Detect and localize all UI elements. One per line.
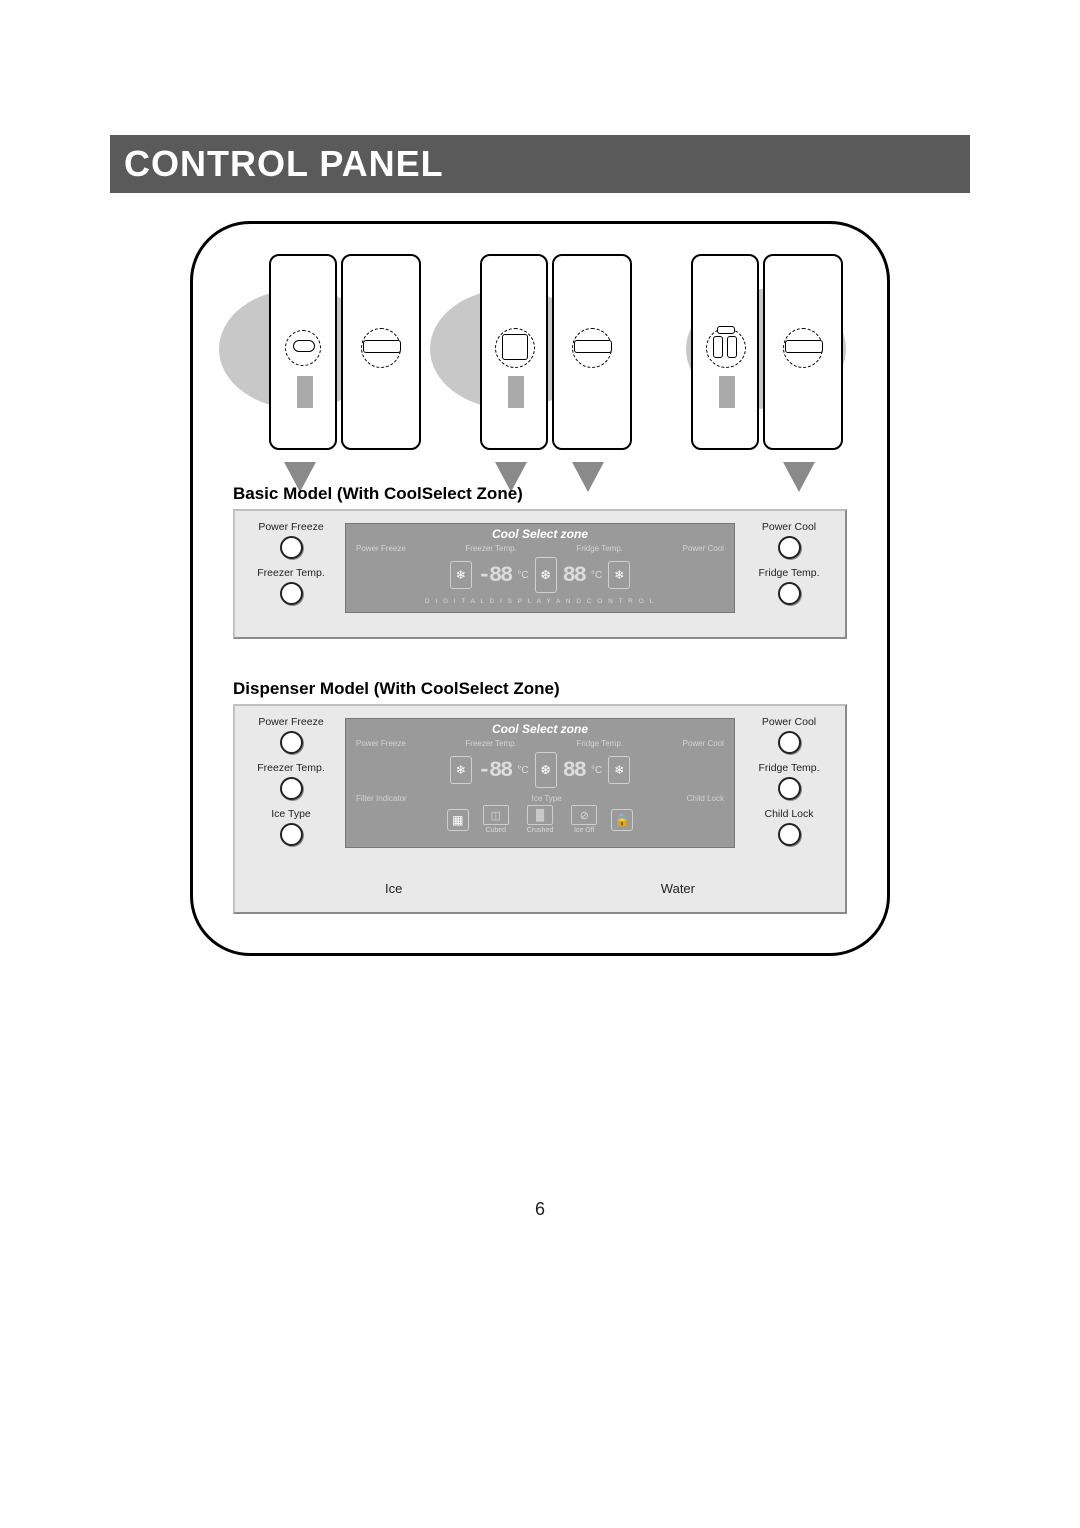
crushed-ice-icon: ▓Crushed: [527, 805, 553, 834]
figure-frame: Basic Model (With CoolSelect Zone) Power…: [190, 221, 890, 956]
power-freeze-icon: ❄: [450, 561, 472, 589]
disp-power-freeze-label: Power Freeze: [356, 544, 406, 553]
fridge-dispenser: [445, 249, 635, 464]
basic-display: Cool Select zone Power Freeze Freezer Te…: [345, 523, 735, 613]
disp-child-lock-label: Child Lock: [687, 794, 724, 803]
freezer-segment-display: -88: [478, 758, 512, 783]
power-cool-icon: ❄: [608, 561, 630, 589]
power-freeze-button[interactable]: [280, 731, 303, 754]
power-cool-button[interactable]: [778, 731, 801, 754]
cubed-ice-icon: ◫Cubed: [483, 805, 509, 834]
dispenser-model-label: Dispenser Model (With CoolSelect Zone): [233, 679, 560, 699]
child-lock-label: Child Lock: [745, 808, 833, 820]
page-number: 6: [0, 1199, 1080, 1220]
dispenser-control-panel: Power Freeze Freezer Temp. Ice Type Powe…: [233, 704, 847, 914]
disp-freezer-temp-label: Freezer Temp.: [465, 544, 516, 553]
disp-power-freeze-label: Power Freeze: [356, 739, 406, 748]
ice-type-button[interactable]: [280, 823, 303, 846]
power-freeze-icon: ❄: [450, 756, 472, 784]
fridge-illustrations: [193, 249, 887, 464]
ice-off-icon: ⊘Ice Off: [571, 805, 597, 834]
power-cool-button[interactable]: [778, 536, 801, 559]
freezer-temp-label: Freezer Temp.: [247, 762, 335, 774]
power-cool-label: Power Cool: [745, 716, 833, 728]
freezer-segment-display: -88: [478, 563, 512, 588]
power-freeze-button[interactable]: [280, 536, 303, 559]
basic-model-label: Basic Model (With CoolSelect Zone): [233, 484, 523, 504]
freezer-temp-button[interactable]: [280, 582, 303, 605]
basic-control-panel: Power Freeze Freezer Temp. Power Cool Fr…: [233, 509, 847, 639]
power-cool-icon: ❄: [608, 756, 630, 784]
lock-icon: 🔒: [611, 809, 633, 831]
cool-select-zone-title: Cool Select zone: [346, 719, 734, 737]
fridge-segment-display: 88: [563, 758, 585, 783]
display-footer-text: D I G I T A L D I S P L A Y A N D C O N …: [346, 595, 734, 607]
disp-fridge-temp-label: Fridge Temp.: [576, 544, 623, 553]
fridge-temp-label: Fridge Temp.: [745, 567, 833, 579]
freezer-temp-button[interactable]: [280, 777, 303, 800]
filter-indicator-label: Filter Indicator: [356, 794, 407, 803]
water-pad-label: Water: [661, 881, 695, 896]
fridge-segment-display: 88: [563, 563, 585, 588]
power-freeze-label: Power Freeze: [247, 716, 335, 728]
dispenser-display: Cool Select zone Power Freeze Freezer Te…: [345, 718, 735, 848]
cool-select-icon: ❆: [535, 557, 557, 593]
page-title: CONTROL PANEL: [110, 135, 970, 193]
fridge-temp-label: Fridge Temp.: [745, 762, 833, 774]
filter-icon: ▦: [447, 809, 469, 831]
cool-select-icon: ❆: [535, 752, 557, 788]
disp-freezer-temp-label: Freezer Temp.: [465, 739, 516, 748]
power-freeze-label: Power Freeze: [247, 521, 335, 533]
disp-power-cool-label: Power Cool: [683, 544, 724, 553]
disp-fridge-temp-label: Fridge Temp.: [576, 739, 623, 748]
fridge-homebar: [656, 249, 846, 464]
child-lock-button[interactable]: [778, 823, 801, 846]
fridge-temp-button[interactable]: [778, 582, 801, 605]
freezer-temp-label: Freezer Temp.: [247, 567, 335, 579]
power-cool-label: Power Cool: [745, 521, 833, 533]
ice-pad-label: Ice: [385, 881, 402, 896]
disp-ice-type-label: Ice Type: [532, 794, 562, 803]
cool-select-zone-title: Cool Select zone: [346, 524, 734, 542]
ice-type-label: Ice Type: [247, 808, 335, 820]
fridge-temp-button[interactable]: [778, 777, 801, 800]
disp-power-cool-label: Power Cool: [683, 739, 724, 748]
fridge-basic: [234, 249, 424, 464]
